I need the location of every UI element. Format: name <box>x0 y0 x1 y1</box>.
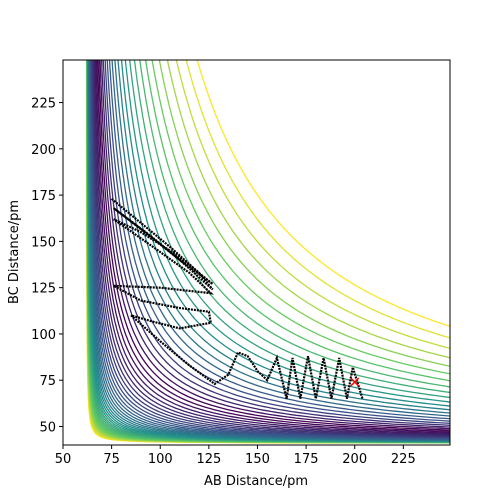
plot-frame <box>62 59 451 446</box>
contour-line <box>91 60 450 439</box>
contour-line <box>158 60 450 367</box>
contour-line <box>98 60 450 431</box>
y-axis-label: BC Distance/pm <box>7 200 22 304</box>
contour-line <box>91 60 450 438</box>
contour-line <box>104 60 450 424</box>
contour-line <box>106 60 450 422</box>
y-tick-label: 125 <box>31 282 56 297</box>
x-axis-label: AB Distance/pm <box>204 474 308 489</box>
contour-line <box>93 60 450 436</box>
contour-line <box>111 60 450 417</box>
contour-line <box>129 60 450 399</box>
y-tick-label: 225 <box>31 97 56 112</box>
x-tick-label: 150 <box>245 452 270 467</box>
x-tick-label: 100 <box>148 452 173 467</box>
y-tick-label: 100 <box>31 328 56 343</box>
contours <box>85 60 450 444</box>
contour-line <box>100 60 450 428</box>
contour-line <box>90 60 450 440</box>
contour-line <box>88 60 450 441</box>
contour-line <box>133 60 450 394</box>
end-marker <box>350 377 360 387</box>
contour-line <box>185 60 450 339</box>
x-tick-label: 225 <box>391 452 416 467</box>
contour-line <box>96 60 450 433</box>
y-tick-label: 75 <box>39 374 56 389</box>
contour-line <box>114 60 450 414</box>
contour-line <box>196 60 450 328</box>
contour-line <box>144 60 450 382</box>
contour-line <box>90 60 450 439</box>
trajectory <box>110 197 364 400</box>
contour-line <box>108 60 450 420</box>
trajectory-line <box>110 197 364 400</box>
x-tick-label: 200 <box>342 452 367 467</box>
contour-line <box>94 60 450 435</box>
contour-line <box>102 60 450 426</box>
contour-line <box>151 60 450 375</box>
x-tick-label: 50 <box>55 452 72 467</box>
contour-line <box>175 60 450 349</box>
y-tick-label: 175 <box>31 189 56 204</box>
x-tick-label: 75 <box>103 452 120 467</box>
contour-line <box>89 60 450 440</box>
contour-line <box>89 60 450 441</box>
contour-line <box>92 60 450 437</box>
contour-line <box>95 60 450 434</box>
y-tick-label: 50 <box>39 420 56 435</box>
y-tick-label: 200 <box>31 143 56 158</box>
contour-line <box>99 60 450 430</box>
contour-line <box>166 60 450 359</box>
contour-line <box>117 60 450 411</box>
contour-line <box>93 60 450 437</box>
contour-line <box>124 60 450 403</box>
x-tick-label: 175 <box>294 452 319 467</box>
y-tick-label: 150 <box>31 235 56 250</box>
x-tick-label: 125 <box>196 452 221 467</box>
contour-line <box>139 60 450 388</box>
